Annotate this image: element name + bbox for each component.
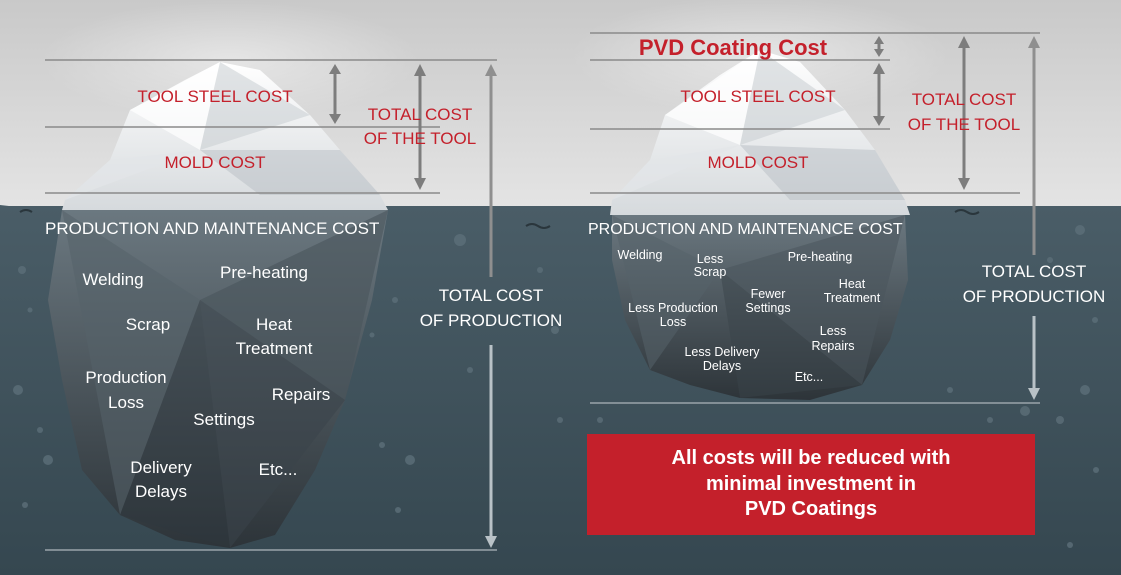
pvd-coating-cost: PVD Coating Cost xyxy=(639,35,828,60)
callout-line-1: All costs will be reduced with xyxy=(671,447,951,470)
right-item-less-production-line1: Less Production xyxy=(628,301,718,315)
right-total-cost-production-line2: OF PRODUCTION xyxy=(963,287,1106,306)
left-item-welding: Welding xyxy=(82,270,143,289)
right-item-less-repairs-line1: Less xyxy=(820,324,846,338)
right-item-less-delivery-line1: Less Delivery xyxy=(684,345,760,359)
right-production-maintenance-cost: PRODUCTION AND MAINTENANCE COST xyxy=(588,221,903,238)
callout-line-3: PVD Coatings xyxy=(744,498,878,521)
left-total-cost-production-line1: TOTAL COST xyxy=(439,286,544,305)
right-iceberg xyxy=(610,50,910,400)
right-item-less-scrap-line2: Scrap xyxy=(694,265,727,279)
left-item-scrap: Scrap xyxy=(126,315,170,334)
left-total-cost-tool-line1: TOTAL COST xyxy=(368,105,473,124)
right-item-heat-line1: Heat xyxy=(839,277,866,291)
right-mold-cost: MOLD COST xyxy=(707,153,808,172)
left-item-production-line2: Loss xyxy=(108,393,144,412)
right-item-fewer-line2: Settings xyxy=(745,301,790,315)
pvd-callout-box: All costs will be reduced with minimal i… xyxy=(587,434,1035,535)
left-iceberg xyxy=(48,62,388,548)
left-item-production-line1: Production xyxy=(85,368,166,387)
left-guide-lines xyxy=(45,59,497,551)
right-item-welding: Welding xyxy=(618,248,663,262)
left-item-repairs: Repairs xyxy=(272,385,331,404)
right-item-less-repairs-line2: Repairs xyxy=(811,339,854,353)
right-item-heat-line2: Treatment xyxy=(824,291,881,305)
left-mold-cost: MOLD COST xyxy=(164,153,265,172)
right-item-less-production-line2: Loss xyxy=(660,315,686,329)
left-item-settings: Settings xyxy=(193,410,254,429)
right-total-cost-production-line1: TOTAL COST xyxy=(982,262,1087,281)
right-item-less-delivery-line2: Delays xyxy=(703,359,741,373)
left-item-delivery-line1: Delivery xyxy=(130,458,192,477)
left-item-etc: Etc... xyxy=(259,460,298,479)
right-tool-steel-cost: TOOL STEEL COST xyxy=(680,87,835,106)
right-item-fewer-line1: Fewer xyxy=(751,287,786,301)
left-arrows xyxy=(329,64,497,548)
water-ripples xyxy=(19,209,980,229)
right-arrows xyxy=(873,36,1040,400)
left-total-cost-tool-line2: OF THE TOOL xyxy=(364,129,476,148)
right-total-cost-tool-line2: OF THE TOOL xyxy=(908,115,1020,134)
left-item-delivery-line2: Delays xyxy=(135,482,187,501)
right-item-etc: Etc... xyxy=(795,370,823,384)
left-item-heat-line1: Heat xyxy=(256,315,292,334)
right-total-cost-tool-line1: TOTAL COST xyxy=(912,90,1017,109)
callout-line-2: minimal investment in xyxy=(705,472,917,495)
left-item-heat-line2: Treatment xyxy=(236,339,313,358)
left-tool-steel-cost: TOOL STEEL COST xyxy=(137,87,292,106)
right-item-pre-heating: Pre-heating xyxy=(788,250,853,264)
pvd-callout-text: All costs will be reduced with minimal i… xyxy=(672,446,951,523)
left-production-maintenance-cost: PRODUCTION AND MAINTENANCE COST xyxy=(45,219,379,238)
left-item-pre-heating: Pre-heating xyxy=(220,263,308,282)
left-total-cost-production-line2: OF PRODUCTION xyxy=(420,311,563,330)
right-item-less-scrap-line1: Less xyxy=(697,252,723,266)
right-guide-lines xyxy=(590,32,1040,404)
